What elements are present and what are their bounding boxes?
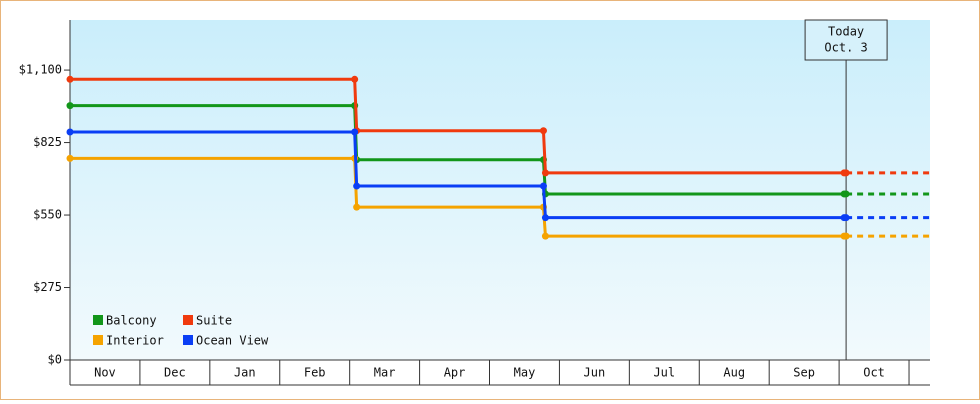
x-tick-label: Oct (863, 366, 885, 380)
point-marker (541, 169, 549, 177)
legend-swatch (183, 315, 193, 325)
y-tick-label: $275 (33, 280, 62, 294)
today-label: Today (828, 25, 864, 39)
x-tick-label: Mar (374, 366, 396, 380)
point-marker (66, 154, 74, 162)
x-tick-label: Jun (584, 366, 606, 380)
legend-label: Balcony (106, 314, 157, 328)
legend-swatch (183, 335, 193, 345)
point-marker (541, 232, 549, 240)
y-tick-label: $1,100 (19, 63, 62, 77)
x-tick-label: Aug (723, 366, 745, 380)
y-tick-label: $550 (33, 208, 62, 222)
point-marker (66, 128, 74, 136)
legend-swatch (93, 315, 103, 325)
point-marker (541, 214, 549, 222)
point-marker (66, 75, 74, 83)
legend-label: Ocean View (196, 334, 269, 348)
step-marker (351, 75, 359, 83)
x-tick-label: Apr (444, 366, 466, 380)
step-marker (351, 128, 359, 136)
x-tick-label: May (514, 366, 536, 380)
y-tick-label: $0 (48, 353, 62, 367)
legend-swatch (93, 335, 103, 345)
point-marker (353, 182, 361, 190)
x-tick-label: Feb (304, 366, 326, 380)
x-tick-label: Nov (94, 366, 116, 380)
point-marker (353, 203, 361, 211)
step-marker (539, 182, 547, 190)
step-marker (539, 127, 547, 135)
today-label: Oct. 3 (824, 41, 867, 55)
y-tick-label: $825 (33, 135, 62, 149)
legend-label: Interior (106, 334, 164, 348)
x-tick-label: Dec (164, 366, 186, 380)
today-box (804, 19, 888, 61)
x-tick-label: Jul (653, 366, 675, 380)
x-tick-label: Sep (793, 366, 815, 380)
plot-area (70, 20, 930, 360)
point-marker (66, 102, 74, 110)
x-tick-label: Jan (234, 366, 256, 380)
legend-label: Suite (196, 314, 232, 328)
